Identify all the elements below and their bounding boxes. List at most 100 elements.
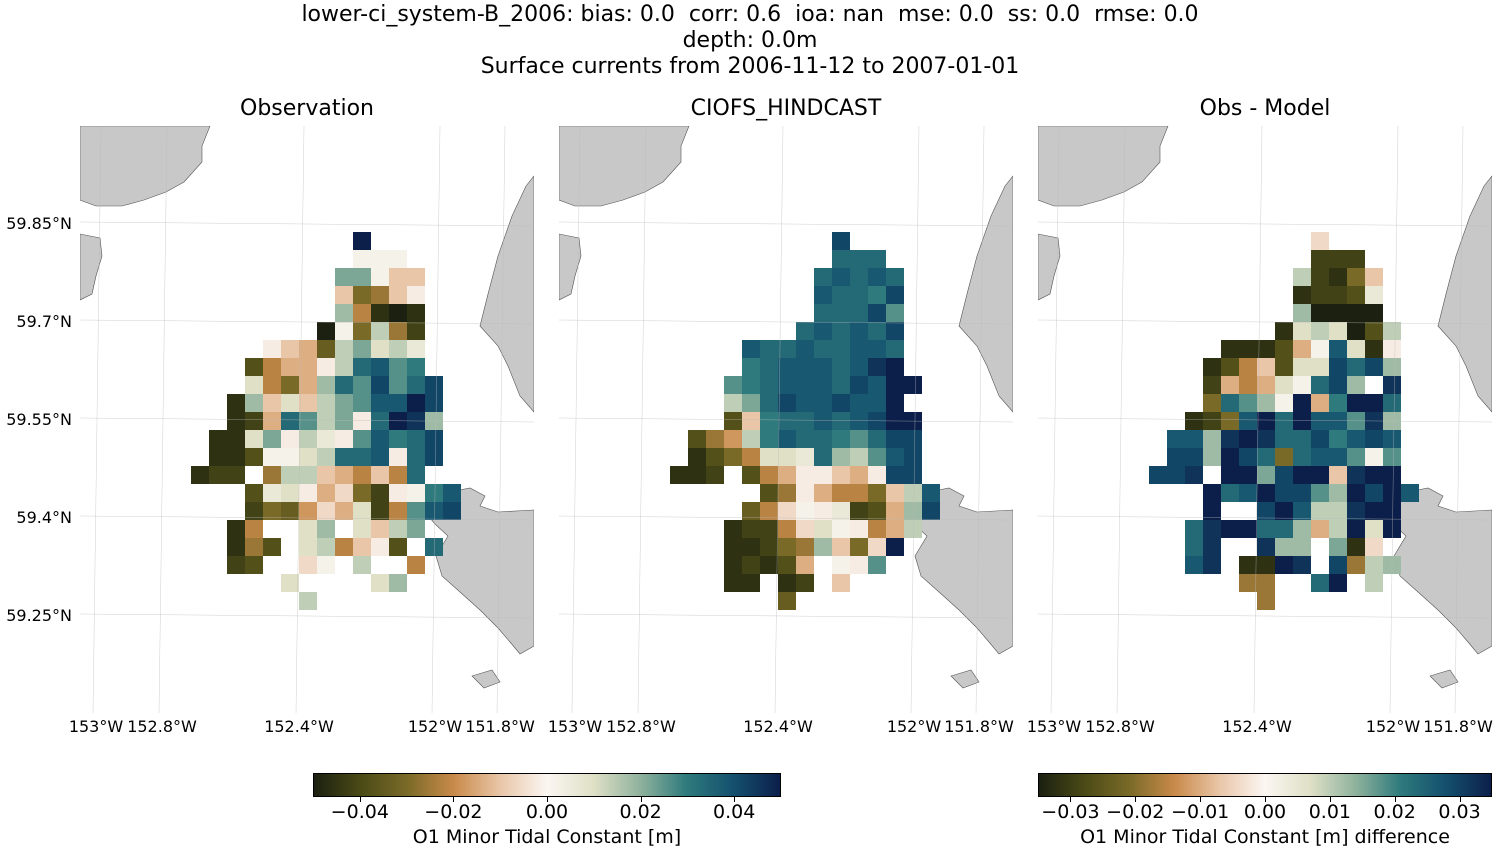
heatmap-cell <box>371 340 389 358</box>
heatmap-cell <box>832 250 850 268</box>
heatmap-cell <box>922 502 940 520</box>
heatmap-cell <box>814 268 832 286</box>
heatmap-cell <box>886 520 904 538</box>
latitude-gridline <box>80 614 534 618</box>
lon-label: 153°W <box>69 717 123 736</box>
heatmap-cell <box>814 358 832 376</box>
heatmap-cell <box>1329 268 1347 286</box>
heatmap-cell <box>227 538 245 556</box>
heatmap-cell <box>1293 268 1311 286</box>
heatmap-cell <box>317 502 335 520</box>
heatmap-cell <box>1293 304 1311 322</box>
heatmap-cell <box>1329 358 1347 376</box>
heatmap-cell <box>1347 304 1365 322</box>
heatmap-cell <box>868 520 886 538</box>
heatmap-cell <box>1365 430 1383 448</box>
heatmap-cell <box>1275 520 1293 538</box>
heatmap-cell <box>353 232 371 250</box>
heatmap-cell <box>778 592 796 610</box>
heatmap-cell <box>850 394 868 412</box>
heatmap-cell <box>353 340 371 358</box>
heatmap-cell <box>760 358 778 376</box>
heatmap-cell <box>868 322 886 340</box>
heatmap-cell <box>1293 448 1311 466</box>
heatmap-cell <box>742 556 760 574</box>
heatmap-cell <box>389 430 407 448</box>
heatmap-cell <box>868 466 886 484</box>
heatmap-cell <box>886 286 904 304</box>
heatmap-cell <box>1383 466 1401 484</box>
heatmap-cell <box>281 412 299 430</box>
heatmap-cell <box>886 484 904 502</box>
heatmap-cell <box>371 268 389 286</box>
heatmap-cell <box>425 448 443 466</box>
heatmap-cell <box>1329 340 1347 358</box>
heatmap-cell <box>1257 412 1275 430</box>
heatmap-cell <box>1185 538 1203 556</box>
heatmap-cell <box>1257 556 1275 574</box>
heatmap-cell <box>778 412 796 430</box>
heatmap-cell <box>1149 466 1167 484</box>
heatmap-cell <box>263 502 281 520</box>
heatmap-cell <box>389 538 407 556</box>
heatmap-cell <box>1275 340 1293 358</box>
heatmap-cell <box>1239 574 1257 592</box>
latitude-gridline <box>559 222 1013 226</box>
heatmap-cell <box>850 520 868 538</box>
heatmap-cell <box>1293 502 1311 520</box>
longitude-gridline <box>1051 126 1059 713</box>
heatmap-cell <box>317 322 335 340</box>
heatmap-cell <box>1167 430 1185 448</box>
heatmap-cell <box>389 250 407 268</box>
colorbar-label-difference: O1 Minor Tidal Constant [m] difference <box>1038 826 1492 848</box>
heatmap-cell <box>317 358 335 376</box>
heatmap-cell <box>868 250 886 268</box>
longitude-gridline <box>572 126 580 713</box>
heatmap-cell <box>778 574 796 592</box>
heatmap-cell <box>1203 394 1221 412</box>
heatmap-cell <box>850 340 868 358</box>
heatmap-cell <box>1365 574 1383 592</box>
heatmap-cell <box>371 322 389 340</box>
heatmap-cell <box>245 394 263 412</box>
heatmap-cell <box>796 412 814 430</box>
heatmap-cell <box>227 394 245 412</box>
heatmap-cell <box>1329 574 1347 592</box>
heatmap-cell <box>317 394 335 412</box>
heatmap-cell <box>832 502 850 520</box>
lon-label: 151.8°W <box>1423 717 1493 736</box>
colorbar-tick-label: −0.04 <box>331 801 389 823</box>
heatmap-cell <box>371 304 389 322</box>
heatmap-cell <box>335 268 353 286</box>
heatmap-cell <box>407 322 425 340</box>
heatmap-cell <box>778 556 796 574</box>
heatmap-cell <box>1293 394 1311 412</box>
heatmap-cell <box>371 430 389 448</box>
heatmap-cell <box>724 574 742 592</box>
heatmap-cell <box>1221 376 1239 394</box>
heatmap-cell <box>778 520 796 538</box>
heatmap-cell <box>1329 502 1347 520</box>
heatmap-cell <box>1311 322 1329 340</box>
lon-label: 152.4°W <box>1222 717 1292 736</box>
heatmap-cell <box>742 376 760 394</box>
heatmap-cell <box>1329 304 1347 322</box>
heatmap-cell <box>299 448 317 466</box>
heatmap-cell <box>760 340 778 358</box>
heatmap-cell <box>778 358 796 376</box>
heatmap-cell <box>1221 358 1239 376</box>
lat-label: 59.55°N <box>6 410 72 429</box>
heatmap-cell <box>425 502 443 520</box>
heatmap-cell <box>353 466 371 484</box>
colorbar-observation <box>313 773 781 797</box>
heatmap-cell <box>263 448 281 466</box>
heatmap-cell <box>1239 412 1257 430</box>
heatmap-cell <box>353 520 371 538</box>
land-polygon <box>1438 176 1492 412</box>
heatmap-cell <box>1347 502 1365 520</box>
land-polygon <box>559 126 689 206</box>
heatmap-cell <box>778 502 796 520</box>
heatmap-cell <box>1383 430 1401 448</box>
heatmap-cell <box>353 304 371 322</box>
heatmap-cell <box>1311 340 1329 358</box>
